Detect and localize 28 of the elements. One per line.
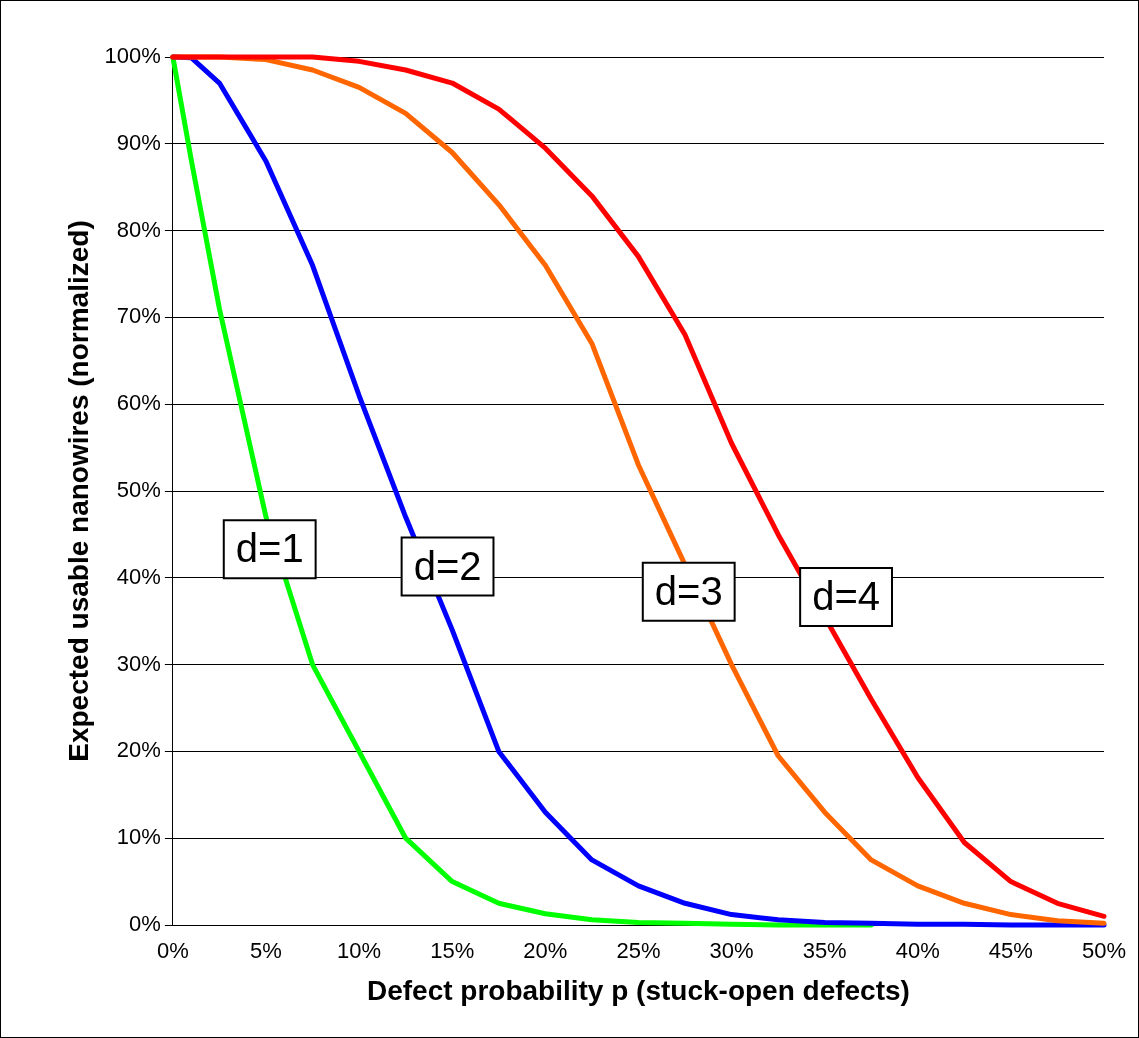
y-tick-label: 10%: [116, 824, 161, 850]
annotation: d=2: [413, 543, 482, 588]
y-tick-label: 100%: [104, 43, 161, 69]
y-axis-title: Expected usable nanowires (normalized): [62, 220, 94, 762]
x-tick-label: 40%: [895, 938, 940, 964]
x-tick-label: 10%: [337, 938, 382, 964]
annotation: d=3: [654, 568, 723, 613]
x-tick-label: 0%: [156, 938, 189, 964]
y-tick-label: 80%: [116, 216, 161, 242]
y-tick-label: 30%: [116, 650, 161, 676]
x-tick-label: 30%: [709, 938, 754, 964]
y-tick-label: 40%: [116, 563, 161, 589]
annotation: d=1: [235, 526, 304, 571]
annotation: d=4: [812, 573, 881, 618]
x-tick-label: 5%: [250, 938, 282, 964]
x-tick-label: 20%: [523, 938, 568, 964]
x-axis-title: Defect probability p (stuck-open defects): [366, 974, 910, 1006]
y-tick-label: 90%: [116, 129, 161, 155]
y-tick-label: 70%: [116, 303, 161, 329]
x-tick-label: 35%: [802, 938, 847, 964]
y-tick-label: 60%: [116, 390, 161, 416]
y-tick-label: 20%: [116, 737, 161, 763]
y-tick-label: 0%: [129, 911, 161, 937]
x-tick-label: 50%: [1081, 938, 1127, 964]
y-tick-label: 50%: [116, 477, 161, 503]
x-tick-label: 15%: [430, 938, 475, 964]
x-tick-label: 45%: [988, 938, 1033, 964]
x-tick-label: 25%: [616, 938, 661, 964]
